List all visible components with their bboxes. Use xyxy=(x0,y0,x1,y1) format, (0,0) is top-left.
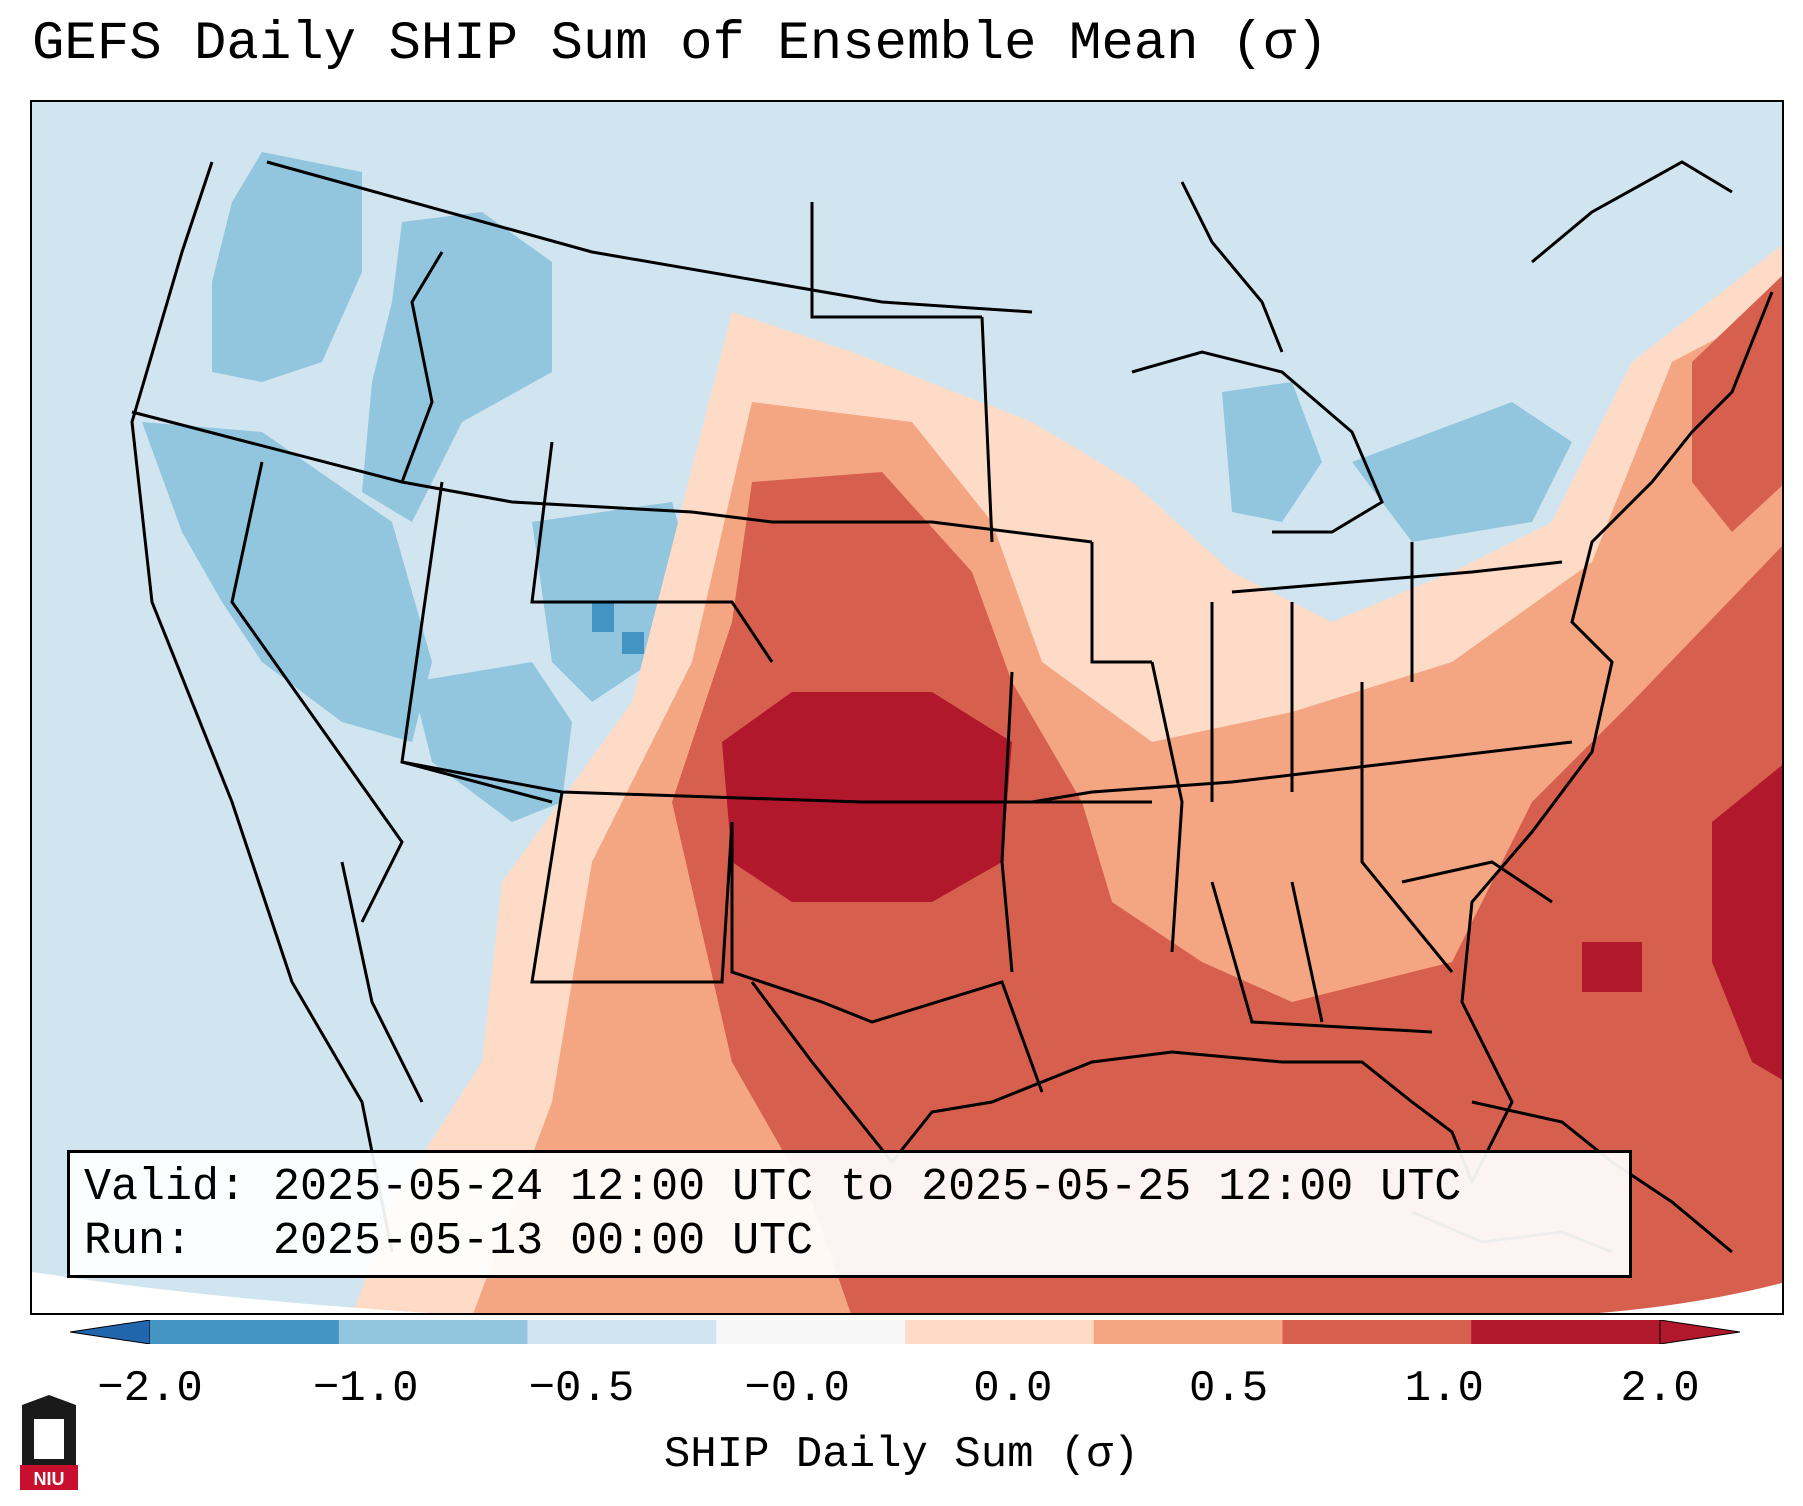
run-label: Run: xyxy=(84,1216,193,1267)
region-positive-strong xyxy=(672,472,1782,1313)
colorbar-tick-label: 2.0 xyxy=(1620,1364,1700,1414)
valid-label: Valid: xyxy=(84,1162,247,1213)
cell-strong-negative-1 xyxy=(592,602,614,632)
colorbar-tick-label: 0.5 xyxy=(1188,1364,1269,1414)
coastline xyxy=(130,160,1774,1254)
cell-strong-negative-2 xyxy=(622,632,644,654)
colorbar-title: SHIP Daily Sum (σ) xyxy=(663,1430,1140,1480)
map-canvas xyxy=(32,102,1782,1313)
colorbar-tick-label: −1.0 xyxy=(312,1364,419,1414)
projection-edge-right xyxy=(1599,1283,1782,1313)
colorbar-segment xyxy=(1282,1320,1472,1344)
valid-run-info-box: Valid: 2025-05-24 12:00 UTC to 2025-05-2… xyxy=(67,1150,1632,1278)
region-negative-southwest xyxy=(412,662,572,822)
projection-edge xyxy=(32,1272,432,1313)
chart-title: GEFS Daily SHIP Sum of Ensemble Mean (σ) xyxy=(32,14,1329,75)
colorbar-tick-label: −2.0 xyxy=(97,1364,203,1414)
valid-value: 2025-05-24 12:00 UTC to 2025-05-25 12:00… xyxy=(273,1162,1462,1213)
colorbar-tick-label: 1.0 xyxy=(1404,1364,1484,1414)
state-boundaries xyxy=(131,160,1573,1093)
colorbar-segment xyxy=(1093,1320,1283,1344)
map-panel xyxy=(30,100,1784,1315)
region-negative-great-lakes xyxy=(1222,382,1322,522)
colorbar-extend-high xyxy=(1659,1320,1740,1344)
colorbar-segment xyxy=(338,1320,528,1344)
region-negative-idaho-montana xyxy=(362,212,552,522)
region-negative-ohio-penn xyxy=(1352,402,1572,542)
colorbar-segment xyxy=(716,1320,906,1344)
region-positive-very-strong-atlantic xyxy=(1712,765,1782,1080)
colorbar-tick-label: 0.0 xyxy=(973,1364,1053,1414)
colorbar-segment xyxy=(527,1320,717,1344)
region-negative-northwest xyxy=(212,152,362,382)
colorbar-segment xyxy=(1471,1320,1661,1344)
colorbar-extend-low xyxy=(70,1320,151,1344)
colorbar-segment xyxy=(150,1320,340,1344)
run-value: 2025-05-13 00:00 UTC xyxy=(273,1216,814,1267)
cell-very-strong-atlantic xyxy=(1582,942,1642,992)
niu-logo-text: NIU xyxy=(34,1469,65,1489)
region-positive-strong-northeast xyxy=(1692,275,1782,532)
region-negative-nevada-utah xyxy=(142,422,432,742)
region-positive-very-strong-oklahoma xyxy=(722,692,1012,902)
niu-logo: NIU xyxy=(20,1395,78,1490)
colorbar xyxy=(70,1320,1740,1344)
colorbar-tick-label: −0.5 xyxy=(528,1364,635,1414)
colorbar-tick-label: −0.0 xyxy=(744,1364,850,1414)
colorbar-segment xyxy=(905,1320,1095,1344)
